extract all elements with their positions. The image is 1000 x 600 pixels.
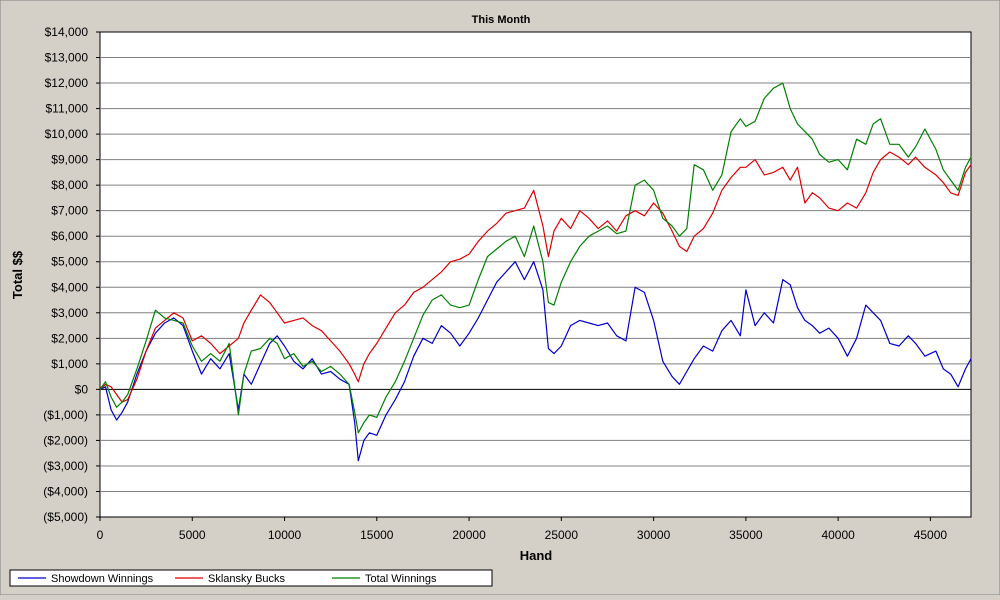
x-tick-label: 5000	[179, 528, 206, 542]
series-line-sklansky-bucks	[99, 151, 972, 403]
series-lines	[99, 82, 972, 462]
y-tick-label: ($3,000)	[43, 459, 88, 473]
y-tick-label: $13,000	[45, 51, 89, 65]
y-tick-label: $2,000	[51, 331, 88, 345]
y-tick-label: ($1,000)	[43, 408, 88, 422]
x-tick-label: 20000	[452, 528, 486, 542]
y-tick-label: $8,000	[51, 178, 88, 192]
y-tick-label: $7,000	[51, 204, 88, 218]
x-tick-label: 45000	[914, 528, 948, 542]
y-tick-label: $4,000	[51, 280, 88, 294]
x-axis-label: Hand	[520, 548, 553, 563]
y-tick-label: ($5,000)	[43, 510, 88, 524]
legend: Showdown Winnings Sklansky Bucks Total Win…	[9, 569, 493, 587]
y-tick-label: $14,000	[45, 25, 89, 39]
y-tick-label: ($4,000)	[43, 484, 88, 498]
x-tick-label: 0	[97, 528, 104, 542]
y-axis-label: Total $$	[10, 250, 25, 299]
y-tick-label: $12,000	[45, 76, 89, 90]
x-tick-label: 35000	[729, 528, 763, 542]
y-tick-label: $1,000	[51, 357, 88, 371]
x-tick-label: 15000	[360, 528, 394, 542]
x-tick-label: 10000	[268, 528, 302, 542]
x-tick-label: 30000	[637, 528, 671, 542]
x-tick-label: 25000	[545, 528, 579, 542]
y-tick-label: $0	[75, 382, 89, 396]
y-tick-label: $9,000	[51, 153, 88, 167]
legend-label: Sklansky Bucks	[208, 573, 286, 585]
y-tick-label: $6,000	[51, 229, 88, 243]
x-tick-label: 40000	[821, 528, 855, 542]
chart-title: This Month	[472, 14, 531, 26]
y-tick-label: $11,000	[46, 102, 89, 116]
y-tick-label: $3,000	[51, 306, 88, 320]
grid-lines	[100, 57, 971, 492]
axes: ($5,000) ($4,000) ($3,000) ($2,000) ($1,000)…	[43, 25, 947, 542]
plot-area	[99, 31, 972, 518]
y-tick-label: ($2,000)	[43, 433, 88, 447]
y-tick-label: $5,000	[51, 255, 88, 269]
series-line-total-winnings	[99, 82, 972, 434]
legend-label: Showdown Winnings	[51, 573, 154, 585]
y-tick-label: $10,000	[45, 127, 89, 141]
legend-label: Total Winnings	[365, 573, 437, 585]
legend-box	[9, 569, 493, 587]
